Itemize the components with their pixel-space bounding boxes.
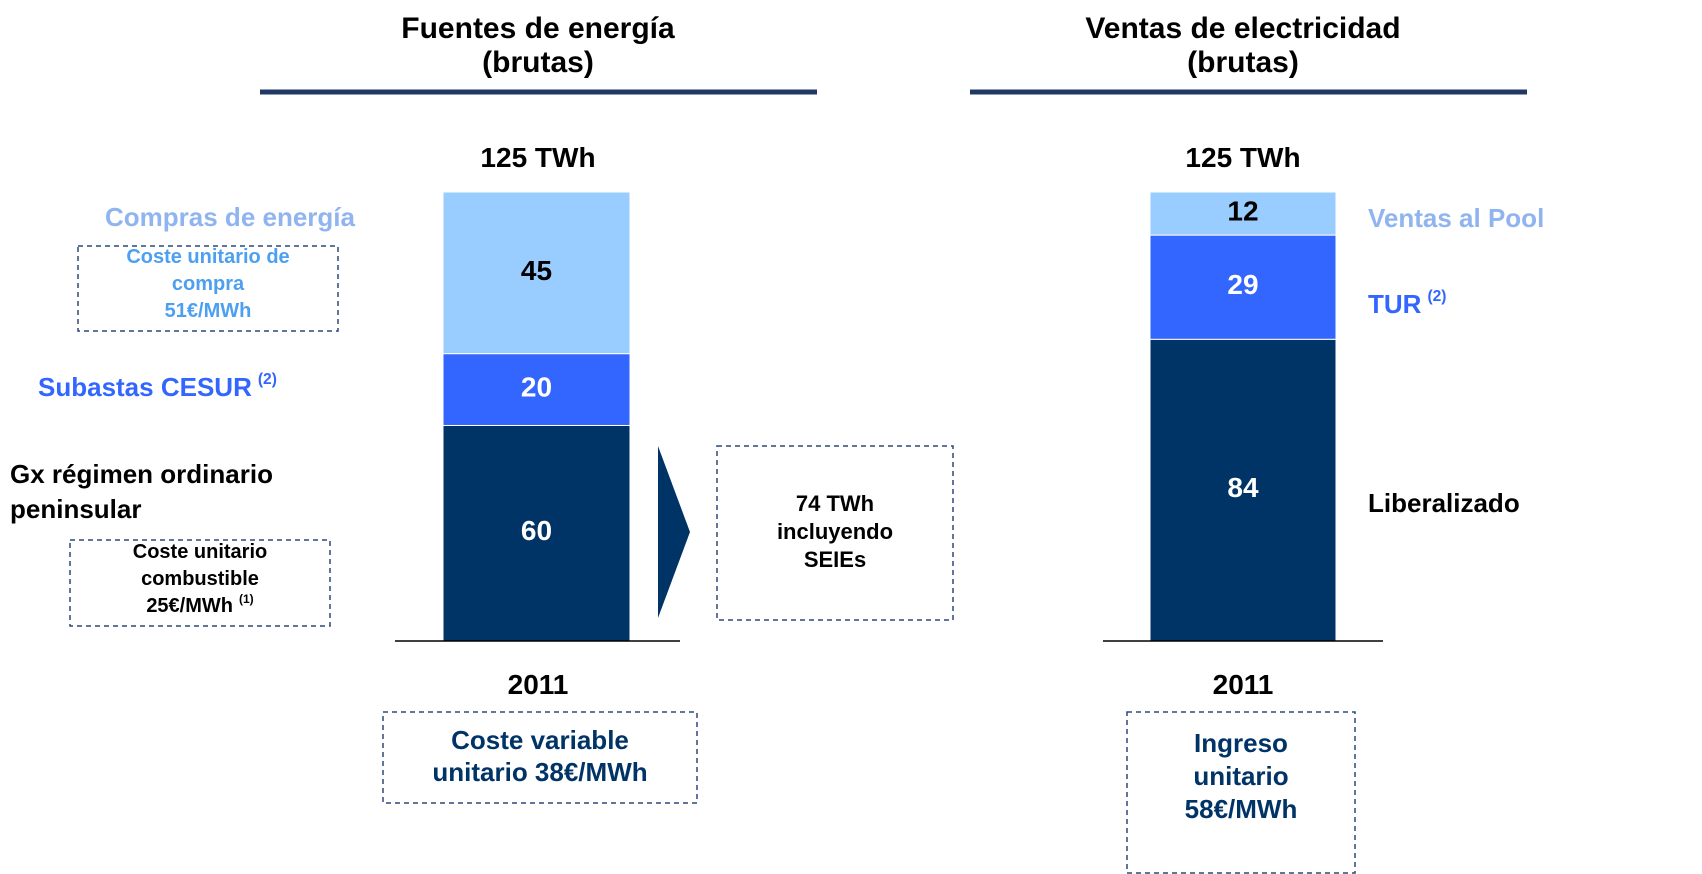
x-tick-label-text: 2011 — [1213, 669, 1274, 700]
footer-text: Coste variable — [451, 725, 629, 755]
box-text-text: combustible — [141, 568, 259, 590]
series-label-text: Gx régimen ordinario — [10, 459, 273, 489]
box-text-text: compra — [172, 273, 245, 295]
series-label-text: TUR — [1368, 289, 1422, 319]
series-label: Compras de energía — [105, 202, 356, 232]
series-label-text: Liberalizado — [1368, 488, 1520, 518]
chart-title: Ventas de electricidad — [1085, 12, 1400, 45]
bar-segment — [1149, 338, 1337, 642]
footer-text-text: unitario 38€/MWh — [432, 757, 647, 787]
series-label: Gx régimen ordinario — [10, 459, 273, 489]
footer-text: unitario 38€/MWh — [432, 757, 647, 787]
value-label-text: 45 — [521, 255, 552, 286]
footer-text: Ingreso — [1194, 728, 1288, 758]
series-label-text: Compras de energía — [105, 202, 356, 232]
value-label: 12 — [1227, 196, 1258, 227]
box-text-text: 51€/MWh — [165, 300, 252, 322]
box-text: 51€/MWh — [165, 300, 252, 322]
box-text-text: 25€/MWh — [146, 595, 233, 617]
chart-subtitle-text: (brutas) — [1187, 46, 1299, 79]
callout-text: SEIEs — [804, 547, 866, 572]
series-label: peninsular — [10, 494, 141, 524]
superscript: (2) — [1427, 288, 1446, 305]
arrow — [658, 446, 690, 618]
series-label: TUR (2) — [1368, 288, 1447, 319]
bar-segment — [1149, 191, 1337, 236]
value-label-text: 12 — [1227, 196, 1258, 227]
footer-text-text: unitario — [1193, 761, 1288, 791]
box-text: combustible — [141, 568, 259, 590]
dashed-box — [77, 245, 339, 332]
bar-segment — [442, 191, 631, 355]
callout-text-text: 74 TWh — [796, 491, 874, 516]
x-tick-label: 2011 — [1213, 669, 1274, 700]
chart-title: Fuentes de energía — [401, 12, 675, 45]
superscript: (1) — [239, 592, 254, 606]
box-text: 25€/MWh (1) — [146, 592, 253, 617]
x-tick-label-text: 2011 — [508, 669, 569, 700]
bar-segment — [442, 353, 631, 426]
value-label-text: 60 — [521, 516, 552, 547]
superscript: (2) — [258, 371, 277, 388]
value-label: 29 — [1227, 270, 1258, 301]
footer-text: 58€/MWh — [1185, 794, 1298, 824]
callout-text: incluyendo — [777, 519, 893, 544]
total-label: 125 TWh — [1185, 142, 1300, 173]
series-label: Ventas al Pool — [1368, 203, 1544, 233]
value-label: 20 — [521, 372, 552, 403]
footer-text-text: Ingreso — [1194, 728, 1288, 758]
box-text-text: Coste unitario de — [126, 246, 289, 268]
series-label-text: Ventas al Pool — [1368, 203, 1544, 233]
value-label-text: 20 — [521, 372, 552, 403]
value-label: 84 — [1227, 473, 1259, 504]
box-text: compra — [172, 273, 245, 295]
total-label: 125 TWh — [480, 142, 595, 173]
box-text: Coste unitario — [133, 541, 267, 563]
chart-subtitle: (brutas) — [482, 46, 594, 79]
value-label: 45 — [521, 255, 552, 286]
chart-title-text: Fuentes de energía — [401, 12, 675, 45]
series-label-text: Subastas CESUR — [38, 372, 252, 402]
value-label-text: 84 — [1227, 473, 1259, 504]
total-label-text: 125 TWh — [480, 142, 595, 173]
chart-title-text: Ventas de electricidad — [1085, 12, 1400, 45]
footer-text-text: Coste variable — [451, 725, 629, 755]
footer-text: unitario — [1193, 761, 1288, 791]
callout-text-text: incluyendo — [777, 519, 893, 544]
x-tick-label: 2011 — [508, 669, 569, 700]
value-label: 60 — [521, 516, 552, 547]
footer-text-text: 58€/MWh — [1185, 794, 1298, 824]
chart-subtitle-text: (brutas) — [482, 46, 594, 79]
dashed-box — [382, 711, 698, 804]
chart-subtitle: (brutas) — [1187, 46, 1299, 79]
box-text: Coste unitario de — [126, 246, 289, 268]
dashed-box — [1126, 711, 1356, 874]
box-text-text: Coste unitario — [133, 541, 267, 563]
total-label-text: 125 TWh — [1185, 142, 1300, 173]
callout-text: 74 TWh — [796, 491, 874, 516]
callout-text-text: SEIEs — [804, 547, 866, 572]
dashed-box — [716, 445, 954, 621]
series-label: Subastas CESUR (2) — [38, 371, 277, 402]
series-label-text: peninsular — [10, 494, 141, 524]
bar-segment — [1149, 234, 1337, 340]
series-label: Liberalizado — [1368, 488, 1520, 518]
value-label-text: 29 — [1227, 270, 1258, 301]
dashed-box — [69, 539, 331, 627]
